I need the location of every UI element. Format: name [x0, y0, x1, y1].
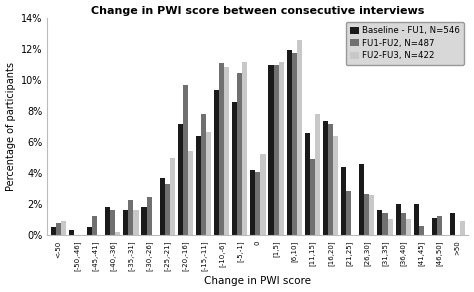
- Bar: [419, 226, 424, 235]
- Legend: Baseline - FU1, N=546, FU1-FU2, N=487, FU2-FU3, N=422: Baseline - FU1, N=546, FU1-FU2, N=487, F…: [346, 22, 464, 65]
- Bar: [219, 63, 224, 235]
- Bar: [401, 213, 406, 235]
- Bar: [87, 227, 92, 235]
- Bar: [196, 136, 201, 235]
- Bar: [261, 154, 265, 235]
- Bar: [287, 51, 292, 235]
- Bar: [359, 164, 365, 235]
- Bar: [232, 102, 237, 235]
- Bar: [437, 216, 442, 235]
- Bar: [383, 213, 388, 235]
- Bar: [279, 62, 284, 235]
- Bar: [178, 124, 183, 235]
- Bar: [255, 172, 261, 235]
- Bar: [333, 136, 338, 235]
- Bar: [388, 219, 392, 235]
- Bar: [432, 218, 437, 235]
- Bar: [115, 232, 120, 235]
- Bar: [273, 65, 279, 235]
- Bar: [242, 62, 247, 235]
- Bar: [51, 227, 56, 235]
- Bar: [323, 121, 328, 235]
- Y-axis label: Percentage of participants: Percentage of participants: [6, 62, 16, 191]
- Title: Change in PWI score between consecutive interviews: Change in PWI score between consecutive …: [91, 6, 425, 15]
- Bar: [164, 184, 170, 235]
- Bar: [395, 204, 401, 235]
- Bar: [56, 223, 61, 235]
- Bar: [92, 216, 97, 235]
- Bar: [183, 85, 188, 235]
- Bar: [305, 133, 310, 235]
- Bar: [123, 210, 128, 235]
- Bar: [201, 114, 206, 235]
- Bar: [61, 221, 66, 235]
- Bar: [297, 40, 302, 235]
- X-axis label: Change in PWI score: Change in PWI score: [204, 277, 311, 286]
- Bar: [268, 65, 273, 235]
- Bar: [160, 178, 164, 235]
- Bar: [141, 207, 146, 235]
- Bar: [365, 194, 369, 235]
- Bar: [315, 114, 320, 235]
- Bar: [224, 67, 229, 235]
- Bar: [128, 200, 134, 235]
- Bar: [206, 132, 211, 235]
- Bar: [69, 230, 74, 235]
- Bar: [105, 207, 110, 235]
- Bar: [369, 195, 374, 235]
- Bar: [414, 204, 419, 235]
- Bar: [377, 210, 383, 235]
- Bar: [214, 90, 219, 235]
- Bar: [250, 170, 255, 235]
- Bar: [450, 213, 455, 235]
- Bar: [328, 124, 333, 235]
- Bar: [341, 167, 346, 235]
- Bar: [406, 219, 411, 235]
- Bar: [134, 210, 138, 235]
- Bar: [110, 210, 115, 235]
- Bar: [292, 53, 297, 235]
- Bar: [170, 158, 175, 235]
- Bar: [188, 151, 193, 235]
- Bar: [237, 73, 242, 235]
- Bar: [310, 159, 315, 235]
- Bar: [346, 191, 351, 235]
- Bar: [460, 221, 465, 235]
- Bar: [146, 197, 152, 235]
